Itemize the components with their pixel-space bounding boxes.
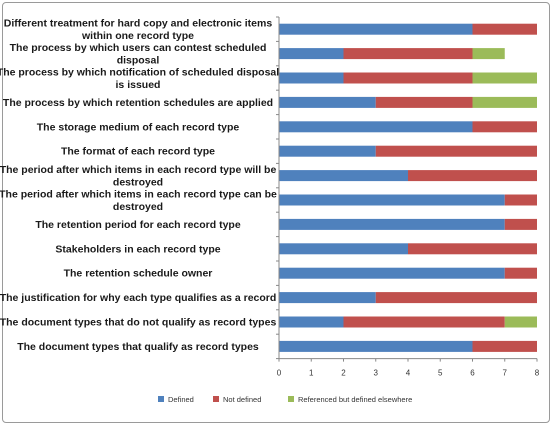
legend-label-2: Not defined (223, 395, 261, 404)
bar-segment-1-series-2 (472, 23, 537, 35)
category-label-line: is issued (116, 79, 161, 91)
bar-segment-2-series-2 (343, 48, 473, 60)
category-label-line: The document types that do not qualify a… (0, 317, 276, 329)
category-label-line: destroyed (113, 176, 163, 188)
legend-label-3: Referenced but defined elsewhere (298, 395, 412, 404)
legend: Defined Not defined Referenced but defined… (158, 395, 412, 404)
x-tick-label-2: 2 (341, 369, 346, 378)
legend-label-1: Defined (168, 395, 194, 404)
category-label-line: destroyed (113, 201, 163, 213)
category-label-3: The process by which notification of sch… (0, 66, 279, 91)
bar-segment-2-series-1 (279, 48, 344, 60)
category-label-line: The process by which notification of sch… (0, 66, 279, 78)
category-label-line: The period after which items in each rec… (0, 188, 277, 200)
bar-segment-1-series-1 (279, 23, 473, 35)
legend-swatch-3 (288, 396, 294, 402)
bar-segment-6-series-1 (279, 145, 376, 157)
category-label-line: The process by which users can contest s… (10, 42, 267, 54)
bar-segment-7-series-1 (279, 170, 408, 182)
category-label-line: The document types that qualify as recor… (17, 341, 259, 353)
bar-segment-5-series-1 (279, 121, 473, 133)
x-tick-label-6: 6 (470, 369, 475, 378)
category-label-4: The process by which retention schedules… (3, 97, 273, 109)
x-tick-label-3: 3 (374, 369, 379, 378)
category-label-7: The period after which items in each rec… (0, 164, 276, 189)
category-label-8: The period after which items in each rec… (0, 188, 277, 213)
category-label-line: Stakeholders in each record type (55, 243, 220, 255)
bar-segment-9-series-1 (279, 218, 505, 230)
bar-segment-12-series-2 (375, 292, 537, 304)
bar-segment-4-series-2 (375, 96, 473, 108)
bar-segment-13-series-3 (504, 316, 537, 328)
bar-segment-4-series-1 (279, 96, 376, 108)
category-label-line: The process by which retention schedules… (3, 97, 273, 109)
category-label-13: The document types that do not qualify a… (0, 317, 276, 329)
bar-segment-11-series-2 (504, 267, 537, 279)
bars-layer (279, 23, 537, 352)
category-label-11: The retention schedule owner (64, 268, 213, 280)
legend-swatch-2 (213, 396, 219, 402)
x-tick-label-1: 1 (309, 369, 314, 378)
category-label-14: The document types that qualify as recor… (17, 341, 259, 353)
category-label-line: The period after which items in each rec… (0, 164, 276, 176)
bar-segment-2-series-3 (472, 48, 505, 60)
category-label-line: The format of each record type (61, 146, 215, 158)
x-tick-label-4: 4 (406, 369, 411, 378)
bar-segment-11-series-1 (279, 267, 505, 279)
category-label-line: The storage medium of each record type (37, 121, 240, 133)
bar-segment-9-series-2 (504, 218, 537, 230)
category-label-5: The storage medium of each record type (37, 121, 240, 133)
category-label-10: Stakeholders in each record type (55, 243, 220, 255)
bar-segment-12-series-1 (279, 292, 376, 304)
bar-segment-10-series-2 (408, 243, 537, 255)
bar-segment-8-series-2 (504, 194, 537, 206)
bar-segment-13-series-2 (343, 316, 505, 328)
bar-segment-14-series-1 (279, 340, 473, 352)
category-label-line: Different treatment for hard copy and el… (4, 17, 273, 29)
bar-segment-4-series-3 (472, 96, 537, 108)
bar-segment-3-series-1 (279, 72, 344, 84)
x-tick-label-8: 8 (535, 369, 540, 378)
category-label-6: The format of each record type (61, 146, 215, 158)
category-label-12: The justification for why each type qual… (0, 292, 276, 304)
legend-swatch-1 (158, 396, 164, 402)
category-label-9: The retention period for each record typ… (35, 219, 241, 231)
bar-segment-3-series-3 (472, 72, 537, 84)
category-label-line: The justification for why each type qual… (0, 292, 276, 304)
x-tick-label-7: 7 (503, 369, 508, 378)
bar-segment-8-series-1 (279, 194, 505, 206)
bar-segment-7-series-2 (408, 170, 537, 182)
x-tick-label-5: 5 (438, 369, 443, 378)
category-label-line: within one record type (81, 30, 194, 42)
x-axis: 0 1 2 3 4 5 6 7 8 (276, 16, 540, 378)
bar-segment-3-series-2 (343, 72, 473, 84)
category-label-2: The process by which users can contest s… (10, 42, 267, 67)
bar-segment-6-series-2 (375, 145, 537, 157)
category-label-line: disposal (117, 54, 160, 66)
bar-segment-13-series-1 (279, 316, 344, 328)
bar-segment-5-series-2 (472, 121, 537, 133)
category-label-line: The retention period for each record typ… (35, 219, 241, 231)
category-label-1: Different treatment for hard copy and el… (4, 17, 273, 42)
category-label-line: The retention schedule owner (64, 268, 213, 280)
bar-segment-10-series-1 (279, 243, 408, 255)
x-tick-label-0: 0 (277, 369, 282, 378)
bar-segment-14-series-2 (472, 340, 537, 352)
category-labels: Different treatment for hard copy and el… (0, 17, 279, 352)
